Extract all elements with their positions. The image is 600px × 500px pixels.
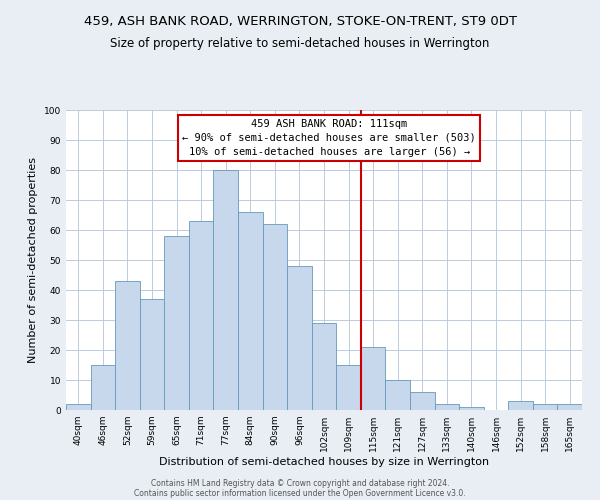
Bar xyxy=(385,380,410,410)
Bar xyxy=(434,404,459,410)
Bar xyxy=(312,323,336,410)
Bar xyxy=(164,236,189,410)
Text: 459, ASH BANK ROAD, WERRINGTON, STOKE-ON-TRENT, ST9 0DT: 459, ASH BANK ROAD, WERRINGTON, STOKE-ON… xyxy=(83,15,517,28)
Bar xyxy=(336,365,361,410)
Bar xyxy=(140,299,164,410)
Bar xyxy=(361,347,385,410)
Bar xyxy=(263,224,287,410)
Bar xyxy=(533,404,557,410)
Bar xyxy=(66,404,91,410)
Bar xyxy=(508,401,533,410)
Text: Contains HM Land Registry data © Crown copyright and database right 2024.: Contains HM Land Registry data © Crown c… xyxy=(151,478,449,488)
Bar xyxy=(287,266,312,410)
Bar xyxy=(238,212,263,410)
Text: 459 ASH BANK ROAD: 111sqm
← 90% of semi-detached houses are smaller (503)
10% of: 459 ASH BANK ROAD: 111sqm ← 90% of semi-… xyxy=(182,119,476,157)
Bar xyxy=(91,365,115,410)
Bar xyxy=(459,407,484,410)
Bar xyxy=(189,221,214,410)
Text: Size of property relative to semi-detached houses in Werrington: Size of property relative to semi-detach… xyxy=(110,38,490,51)
Bar xyxy=(410,392,434,410)
X-axis label: Distribution of semi-detached houses by size in Werrington: Distribution of semi-detached houses by … xyxy=(159,457,489,467)
Y-axis label: Number of semi-detached properties: Number of semi-detached properties xyxy=(28,157,38,363)
Bar xyxy=(557,404,582,410)
Bar xyxy=(115,281,140,410)
Bar xyxy=(214,170,238,410)
Text: Contains public sector information licensed under the Open Government Licence v3: Contains public sector information licen… xyxy=(134,488,466,498)
